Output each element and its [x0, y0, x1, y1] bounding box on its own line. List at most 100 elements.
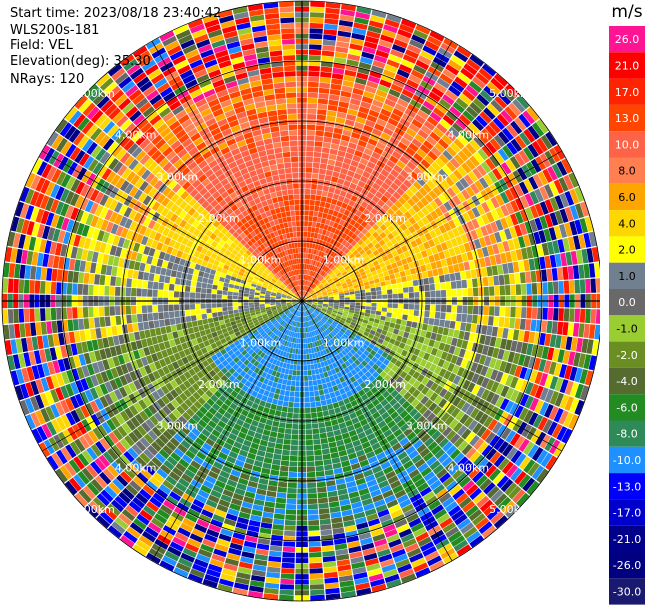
- velocity-gate: [202, 360, 210, 368]
- velocity-gate: [192, 374, 200, 383]
- velocity-gate: [238, 561, 253, 570]
- velocity-gate: [502, 145, 514, 158]
- velocity-gate: [372, 249, 380, 257]
- velocity-gate: [391, 345, 399, 352]
- velocity-gate: [526, 343, 534, 356]
- velocity-gate: [271, 426, 279, 433]
- velocity-gate: [321, 405, 328, 412]
- velocity-gate: [244, 380, 252, 388]
- velocity-gate: [374, 352, 381, 360]
- velocity-gate: [434, 142, 446, 154]
- velocity-gate: [396, 335, 403, 342]
- velocity-gate: [189, 568, 205, 579]
- velocity-gate: [305, 292, 309, 297]
- velocity-gate: [21, 337, 28, 353]
- velocity-gate: [228, 367, 236, 375]
- velocity-gate: [435, 304, 441, 312]
- velocity-gate: [310, 12, 325, 18]
- velocity-gate: [289, 364, 294, 370]
- velocity-gate: [376, 328, 383, 334]
- velocity-gate: [408, 292, 415, 298]
- velocity-gate: [116, 325, 123, 335]
- velocity-gate: [367, 568, 382, 577]
- velocity-gate: [452, 217, 462, 227]
- velocity-gate: [192, 391, 201, 401]
- velocity-gate: [156, 388, 165, 398]
- velocity-gate: [277, 308, 283, 311]
- velocity-gate: [291, 301, 297, 303]
- velocity-gate: [267, 485, 278, 492]
- velocity-gate: [271, 308, 277, 312]
- velocity-gate: [324, 126, 334, 133]
- velocity-gate: [280, 578, 295, 585]
- velocity-gate: [363, 503, 375, 512]
- velocity-gate: [277, 355, 283, 362]
- velocity-gate: [356, 217, 364, 225]
- velocity-gate: [286, 302, 292, 304]
- velocity-gate: [330, 215, 337, 222]
- velocity-gate: [289, 319, 293, 325]
- velocity-gate: [449, 320, 456, 329]
- velocity-gate: [185, 408, 195, 418]
- velocity-gate: [229, 542, 243, 551]
- velocity-gate: [259, 330, 266, 336]
- velocity-gate: [421, 386, 430, 396]
- velocity-gate: [286, 341, 290, 347]
- velocity-gate: [295, 305, 299, 310]
- velocity-gate: [466, 371, 475, 382]
- velocity-gate: [289, 396, 295, 403]
- velocity-gate: [325, 587, 340, 595]
- velocity-gate: [390, 317, 397, 324]
- velocity-gate: [392, 288, 398, 294]
- velocity-gate: [147, 430, 158, 441]
- velocity-gate: [249, 585, 264, 593]
- velocity-gate: [434, 172, 444, 183]
- velocity-gate: [382, 236, 390, 244]
- velocity-gate: [469, 139, 481, 151]
- velocity-gate: [323, 235, 329, 242]
- velocity-gate: [462, 89, 476, 102]
- velocity-gate: [478, 177, 489, 189]
- velocity-gate: [321, 55, 334, 62]
- velocity-gate: [211, 331, 218, 338]
- velocity-gate: [335, 347, 341, 354]
- velocity-gate: [310, 594, 325, 601]
- velocity-gate: [313, 285, 318, 290]
- velocity-gate: [304, 386, 309, 392]
- velocity-gate: [329, 325, 335, 331]
- velocity-gate: [85, 464, 98, 478]
- velocity-gate: [316, 281, 322, 287]
- velocity-gate: [335, 354, 342, 360]
- velocity-gate: [143, 407, 153, 418]
- velocity-gate: [305, 258, 308, 264]
- velocity-gate: [331, 330, 337, 336]
- velocity-gate: [182, 547, 197, 558]
- velocity-gate: [411, 138, 423, 148]
- velocity-gate: [437, 234, 445, 244]
- velocity-gate: [493, 316, 500, 327]
- velocity-gate: [470, 269, 477, 279]
- velocity-gate: [112, 478, 125, 491]
- velocity-gate: [364, 216, 372, 224]
- velocity-gate: [366, 191, 375, 200]
- velocity-gate: [335, 117, 346, 124]
- velocity-gate: [408, 517, 422, 528]
- velocity-gate: [428, 499, 441, 511]
- velocity-gate: [319, 320, 324, 326]
- velocity-gate: [279, 312, 285, 316]
- velocity-gate: [395, 209, 404, 218]
- velocity-gate: [452, 468, 464, 480]
- velocity-gate: [518, 150, 530, 164]
- velocity-gate: [406, 417, 416, 427]
- velocity-gate: [486, 485, 500, 499]
- velocity-gate: [564, 365, 573, 380]
- velocity-gate: [330, 323, 336, 329]
- velocity-gate: [388, 538, 402, 548]
- velocity-gate: [319, 276, 324, 282]
- velocity-gate: [465, 106, 479, 118]
- velocity-gate: [215, 340, 222, 347]
- velocity-gate: [358, 532, 372, 541]
- velocity-gate: [524, 395, 535, 409]
- velocity-gate: [270, 305, 276, 309]
- velocity-gate: [234, 316, 241, 321]
